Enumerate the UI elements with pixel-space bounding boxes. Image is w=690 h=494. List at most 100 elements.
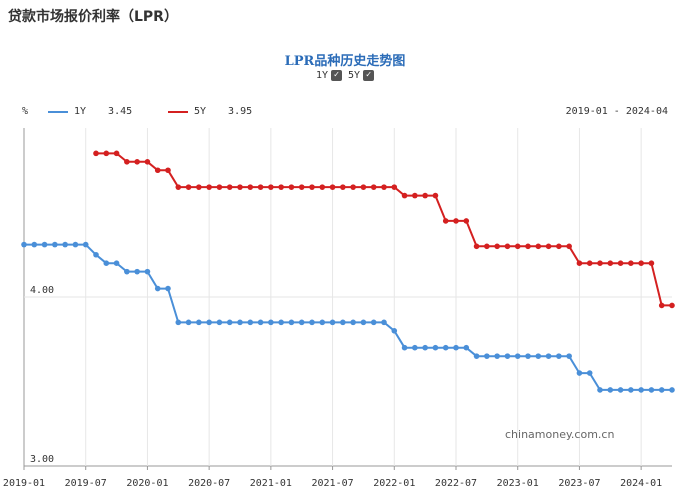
- data-point-1y: [442, 344, 449, 351]
- data-point-1y: [391, 328, 398, 334]
- data-point-5y: [93, 150, 99, 157]
- data-point-5y: [484, 243, 490, 250]
- data-point-1y: [658, 387, 665, 393]
- data-point-1y: [484, 353, 490, 359]
- toggle-1y-label: 1Y: [315, 70, 328, 81]
- data-point-5y: [535, 243, 542, 250]
- data-point-5y: [628, 260, 634, 267]
- x-tick-label: 2020-01: [126, 478, 168, 489]
- data-point-5y: [412, 192, 418, 199]
- data-point-1y: [93, 251, 99, 258]
- data-point-5y: [329, 184, 336, 190]
- data-point-1y: [628, 387, 634, 393]
- x-tick-label: 2024-01: [620, 478, 662, 489]
- legend-swatch-1y: [48, 110, 68, 113]
- data-point-5y: [196, 184, 202, 190]
- data-point-1y: [669, 387, 675, 393]
- data-point-1y: [237, 319, 243, 326]
- data-point-1y: [319, 319, 326, 326]
- data-point-5y: [658, 302, 665, 309]
- data-point-5y: [113, 150, 120, 157]
- data-point-1y: [185, 319, 192, 326]
- data-point-1y: [124, 268, 130, 275]
- legend-item-1y[interactable]: 1Y 3.45: [48, 106, 132, 117]
- x-tick-label: 2022-07: [435, 478, 477, 489]
- data-point-1y: [268, 319, 274, 326]
- data-point-5y: [350, 184, 356, 190]
- chart-legend: % 1Y 3.45 5Y 3.95 2019-01 - 2024-04: [0, 106, 690, 122]
- data-point-1y: [247, 319, 254, 326]
- data-point-5y: [514, 243, 521, 250]
- data-point-1y: [576, 370, 583, 376]
- data-point-1y: [206, 319, 212, 326]
- toggle-5y[interactable]: 5Y ✓: [348, 70, 375, 81]
- data-point-5y: [463, 218, 470, 224]
- data-point-5y: [556, 243, 562, 250]
- data-point-5y: [298, 184, 305, 190]
- data-point-5y: [185, 184, 192, 190]
- x-tick-label: 2021-01: [250, 478, 292, 489]
- data-point-5y: [545, 243, 552, 250]
- data-point-5y: [278, 184, 284, 190]
- data-point-5y: [370, 184, 377, 190]
- data-point-5y: [576, 260, 583, 267]
- data-point-5y: [586, 260, 593, 267]
- data-point-1y: [175, 319, 182, 326]
- data-point-5y: [237, 184, 243, 190]
- data-point-5y: [165, 167, 171, 174]
- checkbox-1y-icon[interactable]: ✓: [331, 70, 342, 81]
- legend-name-5y: 5Y: [194, 106, 207, 117]
- data-point-1y: [41, 241, 48, 248]
- legend-value-5y: 3.95: [228, 106, 253, 117]
- y-tick-label: 4.00: [30, 285, 54, 296]
- data-point-5y: [473, 243, 480, 250]
- legend-name-1y: 1Y: [74, 106, 87, 117]
- data-point-5y: [226, 184, 233, 190]
- data-point-5y: [525, 243, 531, 250]
- data-point-1y: [494, 353, 500, 359]
- data-point-5y: [432, 192, 439, 199]
- data-point-1y: [370, 319, 377, 326]
- data-point-1y: [165, 285, 171, 292]
- legend-value-1y: 3.45: [108, 106, 133, 117]
- data-point-1y: [535, 353, 542, 359]
- data-point-1y: [648, 387, 655, 393]
- data-point-1y: [216, 319, 223, 326]
- legend-item-5y[interactable]: 5Y 3.95: [168, 106, 252, 117]
- x-tick-label: 2019-01: [3, 478, 45, 489]
- data-point-5y: [340, 184, 346, 190]
- data-point-1y: [453, 344, 459, 351]
- data-point-1y: [21, 241, 27, 248]
- x-tick-label: 2023-07: [558, 478, 600, 489]
- toggle-5y-label: 5Y: [348, 70, 361, 81]
- data-point-5y: [566, 243, 572, 250]
- date-range-label: 2019-01 - 2024-04: [565, 106, 668, 117]
- data-point-5y: [422, 192, 428, 199]
- data-point-1y: [31, 241, 38, 248]
- data-point-1y: [278, 319, 284, 326]
- data-point-5y: [401, 192, 408, 199]
- data-point-5y: [288, 184, 295, 190]
- data-point-1y: [154, 285, 161, 292]
- data-point-1y: [617, 387, 624, 393]
- data-point-1y: [329, 319, 336, 326]
- watermark: chinamoney.com.cn: [505, 428, 615, 441]
- data-point-1y: [360, 319, 367, 326]
- data-point-5y: [309, 184, 315, 190]
- toggle-1y[interactable]: 1Y ✓: [316, 70, 342, 81]
- data-point-1y: [103, 260, 110, 267]
- checkbox-5y-icon[interactable]: ✓: [363, 70, 375, 81]
- x-tick-label: 2022-01: [373, 478, 415, 489]
- data-point-1y: [62, 241, 68, 248]
- data-point-1y: [566, 353, 572, 359]
- data-point-5y: [453, 218, 459, 224]
- data-point-5y: [442, 218, 449, 224]
- x-tick-label: 2021-07: [311, 478, 353, 489]
- data-point-5y: [134, 159, 140, 165]
- y-tick-label: 3.00: [30, 454, 54, 465]
- data-point-1y: [504, 353, 511, 359]
- data-point-1y: [381, 319, 387, 326]
- data-point-1y: [597, 387, 603, 393]
- data-point-5y: [494, 243, 500, 250]
